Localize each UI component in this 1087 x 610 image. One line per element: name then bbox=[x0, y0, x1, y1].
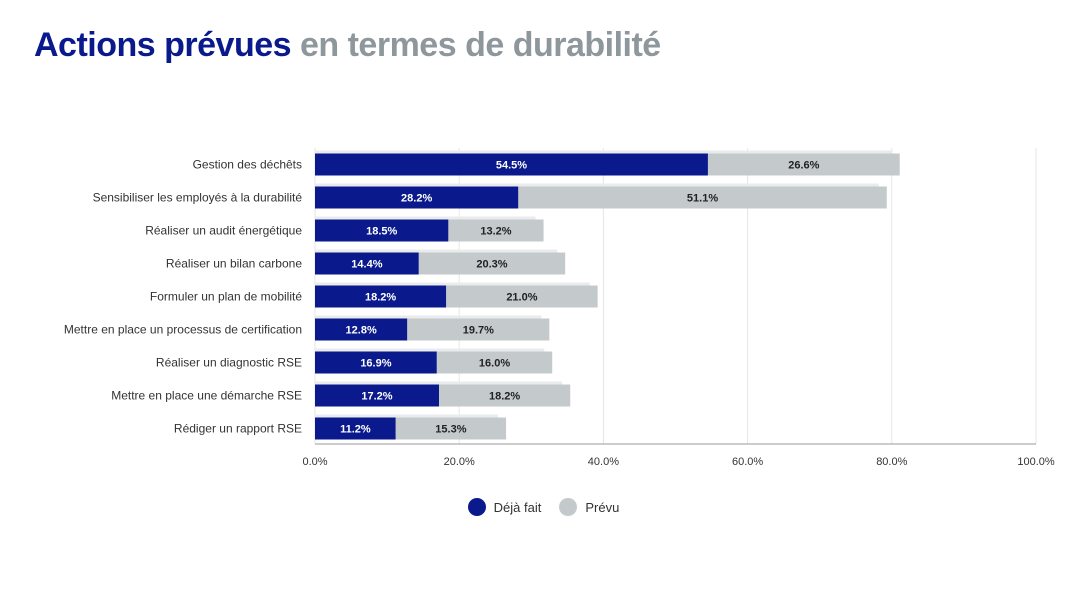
bar-shadow bbox=[315, 315, 542, 319]
bar-shadow bbox=[315, 216, 536, 220]
value-label-prevu: 15.3% bbox=[435, 424, 466, 436]
bar-prevu[interactable] bbox=[418, 252, 566, 275]
x-tick-label: 20.0% bbox=[444, 456, 475, 468]
value-label-deja-fait: 18.2% bbox=[365, 292, 396, 304]
x-tick-label: 80.0% bbox=[876, 456, 907, 468]
value-label-prevu: 18.2% bbox=[489, 391, 520, 403]
bar-prevu[interactable] bbox=[446, 285, 598, 308]
value-label-prevu: 13.2% bbox=[480, 226, 511, 238]
value-label-deja-fait: 14.4% bbox=[351, 259, 382, 271]
value-label-deja-fait: 16.9% bbox=[360, 358, 391, 370]
bar-prevu[interactable] bbox=[439, 384, 571, 407]
bar-deja-fait[interactable] bbox=[315, 219, 449, 242]
value-label-prevu: 51.1% bbox=[687, 193, 718, 205]
value-label-prevu: 16.0% bbox=[479, 358, 510, 370]
x-tick-label: 60.0% bbox=[732, 456, 763, 468]
legend-swatch-done bbox=[467, 498, 486, 516]
value-label-deja-fait: 17.2% bbox=[361, 391, 392, 403]
category-label: Rédiger un rapport RSE bbox=[174, 422, 302, 436]
value-label-deja-fait: 28.2% bbox=[401, 193, 432, 205]
category-labels: Gestion des déchêts Sensibiliser les empl… bbox=[64, 158, 302, 436]
value-label-deja-fait: 18.5% bbox=[366, 226, 397, 238]
x-tick-label: 0.0% bbox=[302, 456, 327, 468]
legend-label-done: Déjà fait bbox=[493, 499, 542, 515]
value-label-prevu: 26.6% bbox=[788, 160, 819, 172]
category-label: Réaliser un audit énergétique bbox=[145, 224, 302, 238]
bar-prevu[interactable] bbox=[448, 219, 544, 242]
category-label: Réaliser un bilan carbone bbox=[166, 257, 302, 271]
x-tick-label: 100.0% bbox=[1017, 456, 1055, 468]
category-label: Formuler un plan de mobilité bbox=[150, 290, 302, 304]
legend-label-planned: Prévu bbox=[585, 499, 620, 515]
bar-prevu[interactable] bbox=[518, 186, 887, 209]
bars: 54.5% 26.6% 28.2% 51.1% 18.5% 13.2% 14.4% 20.3%… bbox=[315, 153, 900, 440]
category-label: Gestion des déchêts bbox=[193, 158, 302, 172]
bar-shadow bbox=[315, 150, 892, 154]
value-label-prevu: 21.0% bbox=[506, 292, 537, 304]
bar-deja-fait[interactable] bbox=[315, 252, 419, 275]
bar-deja-fait[interactable] bbox=[315, 384, 440, 407]
x-tick-label: 40.0% bbox=[588, 456, 619, 468]
bar-deja-fait[interactable] bbox=[315, 285, 447, 308]
value-label-deja-fait: 54.5% bbox=[496, 160, 527, 172]
bar-deja-fait[interactable] bbox=[315, 351, 437, 374]
bar-prevu[interactable] bbox=[436, 351, 553, 374]
value-label-prevu: 20.3% bbox=[476, 259, 507, 271]
category-label: Mettre en place un processus de certific… bbox=[64, 323, 302, 337]
bar-prevu[interactable] bbox=[407, 318, 550, 341]
bar-shadow bbox=[315, 414, 499, 418]
legend-swatch-planned bbox=[559, 498, 578, 516]
bar-shadow bbox=[315, 282, 590, 286]
bar-deja-fait[interactable] bbox=[315, 186, 519, 209]
value-label-prevu: 19.7% bbox=[463, 325, 494, 337]
bar-prevu[interactable] bbox=[707, 153, 900, 176]
value-label-deja-fait: 11.2% bbox=[340, 424, 371, 436]
category-label: Mettre en place une démarche RSE bbox=[111, 389, 302, 403]
legend-item-planned[interactable]: Prévu bbox=[559, 498, 619, 516]
title-rest: en termes de durabilité bbox=[299, 26, 661, 64]
x-axis: 0.0% 20.0% 40.0% 60.0% 80.0% 100.0% bbox=[302, 456, 1054, 468]
bar-shadow bbox=[315, 381, 563, 385]
page-title: Actions prévues en termes de durabilité bbox=[34, 26, 661, 65]
title-highlight: Actions prévues bbox=[34, 26, 292, 64]
bar-shadow bbox=[315, 249, 558, 253]
legend-item-done[interactable]: Déjà fait bbox=[467, 498, 542, 516]
legend: Déjà fait Prévu bbox=[0, 498, 1087, 516]
value-label-deja-fait: 12.8% bbox=[346, 325, 377, 337]
category-label: Réaliser un diagnostic RSE bbox=[156, 356, 302, 370]
category-label: Sensibiliser les employés à la durabilit… bbox=[93, 191, 303, 205]
bar-shadows bbox=[315, 150, 892, 418]
bar-deja-fait[interactable] bbox=[315, 318, 408, 341]
bar-deja-fait[interactable] bbox=[315, 417, 396, 440]
bar-deja-fait[interactable] bbox=[315, 153, 708, 176]
bar-prevu[interactable] bbox=[395, 417, 507, 440]
bar-shadow bbox=[315, 348, 545, 352]
bar-shadow bbox=[315, 183, 879, 187]
